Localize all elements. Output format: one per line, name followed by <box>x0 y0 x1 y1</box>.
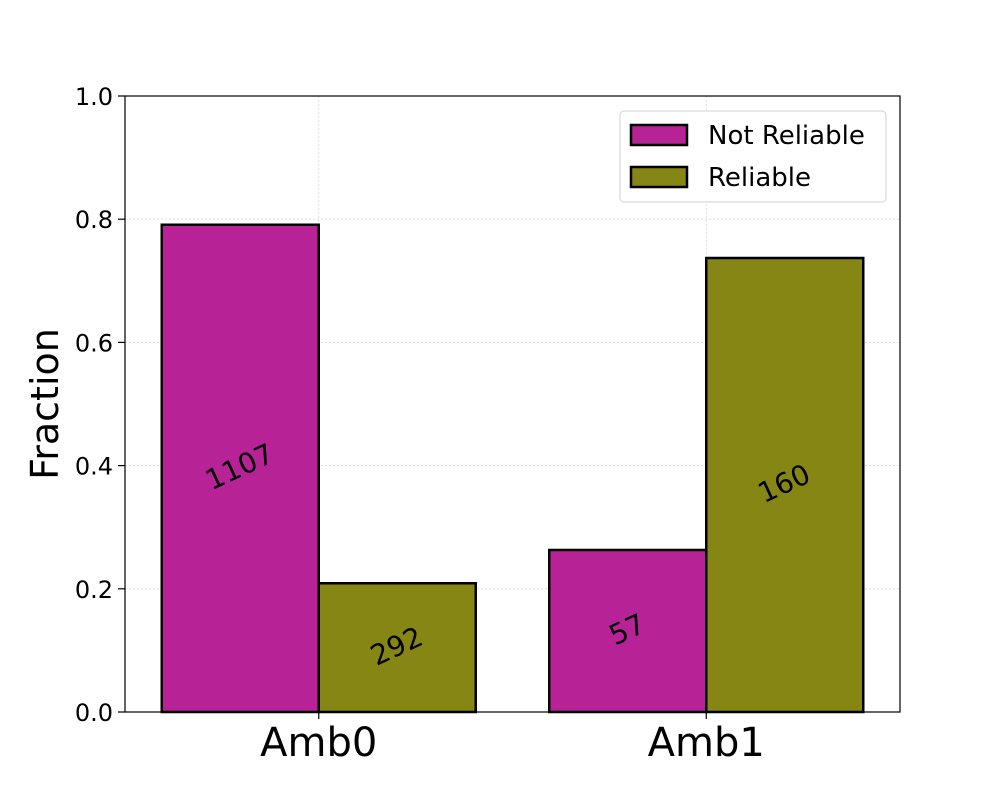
bars <box>160 223 865 714</box>
legend-swatch <box>629 123 689 147</box>
bar-reliable <box>705 256 865 714</box>
plot-frame <box>124 95 901 713</box>
legend: Not Reliable Reliable <box>619 110 887 203</box>
x-category-label: Amb1 <box>648 720 765 766</box>
legend-label: Not Reliable <box>708 121 865 151</box>
bar-not-reliable <box>160 223 320 714</box>
legend-swatch <box>629 165 689 189</box>
y-tick-label: 0.0 <box>75 699 113 727</box>
y-tick-label: 0.4 <box>75 453 113 481</box>
x-axis-categories: Amb0 Amb1 <box>260 712 765 766</box>
y-axis-title: Fraction <box>23 328 67 480</box>
legend-label: Reliable <box>708 163 811 193</box>
y-tick-label: 0.2 <box>75 576 113 604</box>
y-tick-label: 1.0 <box>75 83 113 111</box>
y-axis-ticks: 0.0 0.2 0.4 0.6 0.8 1.0 <box>75 83 125 727</box>
y-tick-label: 0.6 <box>75 329 113 357</box>
x-category-label: Amb0 <box>260 720 377 766</box>
y-tick-label: 0.8 <box>75 206 113 234</box>
